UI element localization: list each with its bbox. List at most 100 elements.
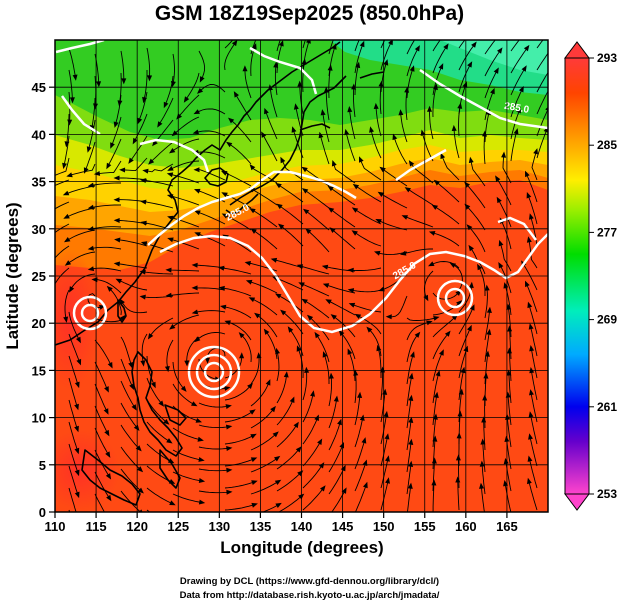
streamline-arrowhead	[137, 117, 143, 125]
streamline-arrowhead	[433, 316, 440, 321]
colorbar-tick-label: 253	[597, 487, 617, 501]
streamline-arrowhead	[167, 215, 174, 221]
streamline	[509, 328, 512, 360]
streamline	[458, 105, 461, 137]
streamline	[332, 315, 356, 338]
streamline	[504, 482, 512, 512]
streamline-arrowhead	[477, 263, 483, 271]
streamline	[172, 427, 202, 441]
streamline	[94, 471, 111, 500]
streamline	[406, 375, 413, 407]
streamline	[196, 233, 226, 247]
streamline	[406, 463, 412, 495]
streamline	[327, 300, 356, 316]
streamline	[240, 333, 252, 363]
streamline-arrowhead	[307, 314, 314, 321]
streamline	[432, 438, 436, 470]
streamline	[114, 94, 122, 126]
streamline	[328, 467, 345, 495]
streamline	[497, 199, 512, 228]
streamline-arrowhead	[250, 433, 257, 439]
streamline	[186, 336, 200, 364]
lat-lon-grid	[55, 40, 548, 512]
streamline	[224, 410, 254, 423]
streamline	[375, 105, 382, 137]
streamline-arrowhead	[549, 63, 554, 69]
colorbar-bottom-arrow	[564, 493, 590, 511]
streamline	[63, 135, 70, 167]
streamline-arrowhead	[440, 152, 446, 160]
streamline-arrowhead	[131, 404, 137, 411]
streamline	[381, 168, 408, 187]
streamline	[195, 130, 226, 137]
streamline-arrowhead	[50, 288, 55, 294]
streamline	[143, 201, 174, 209]
streamline-arrowhead	[369, 126, 374, 133]
streamline-arrowhead	[503, 457, 509, 465]
streamline-arrowhead	[401, 215, 408, 220]
streamline	[94, 493, 105, 512]
streamline	[117, 239, 148, 247]
streamline	[525, 173, 538, 203]
streamline	[224, 503, 256, 511]
streamline	[508, 350, 512, 382]
streamline	[68, 311, 80, 341]
colorbar-tick-label: 261	[597, 400, 617, 414]
streamline-arrowhead	[486, 306, 492, 313]
streamline-arrowhead	[507, 325, 513, 332]
streamline-arrowhead	[47, 174, 54, 179]
streamline-arrowhead	[74, 403, 79, 411]
streamline-arrowhead	[167, 458, 175, 464]
streamline	[499, 242, 512, 272]
streamline-arrowhead	[39, 189, 45, 194]
streamline	[400, 112, 408, 143]
streamline	[504, 284, 512, 316]
streamline-arrowhead	[506, 369, 512, 376]
streamline-arrowhead	[457, 102, 463, 109]
streamline-arrowhead	[528, 323, 534, 330]
streamline-arrowhead	[528, 411, 534, 418]
streamline	[510, 130, 518, 162]
streamline-arrowhead	[351, 230, 358, 236]
streamline	[146, 421, 171, 443]
streamline	[421, 132, 434, 162]
streamline	[432, 316, 457, 338]
streamline	[531, 150, 538, 181]
streamline-arrowhead	[249, 409, 256, 415]
streamline	[432, 394, 438, 426]
streamline-arrowhead	[432, 435, 438, 442]
streamline-arrowhead	[310, 17, 315, 24]
streamline	[379, 192, 408, 209]
streamline-arrowhead	[244, 261, 251, 266]
streamline	[354, 208, 382, 225]
streamline-arrowhead	[242, 23, 248, 29]
streamline	[169, 238, 200, 250]
streamline-arrowhead	[183, 96, 190, 103]
streamline	[171, 314, 200, 329]
streamline-arrowhead	[166, 172, 174, 178]
streamline-arrowhead	[106, 494, 112, 502]
streamline-arrowhead	[498, 239, 504, 247]
streamline-arrowhead	[455, 454, 461, 461]
streamline-arrowhead	[115, 278, 122, 284]
streamline-arrowhead	[428, 261, 435, 267]
streamline-arrowhead	[272, 431, 279, 438]
streamline-arrowhead	[433, 391, 439, 398]
streamline	[172, 471, 203, 482]
streamline-arrowhead	[359, 156, 364, 163]
streamline-arrowhead	[168, 479, 176, 484]
streamline	[158, 97, 174, 126]
streamline	[84, 141, 96, 172]
streamline-arrowhead	[273, 61, 279, 68]
streamline-arrowhead	[468, 156, 474, 164]
streamline	[68, 47, 76, 78]
streamline	[168, 269, 200, 272]
streamline	[172, 405, 200, 422]
streamline	[354, 462, 367, 492]
streamline-arrowhead	[226, 467, 233, 473]
streamline	[348, 351, 356, 382]
streamline-arrowhead	[444, 330, 451, 337]
streamline-arrowhead	[135, 445, 142, 452]
streamline-arrowhead	[484, 284, 490, 291]
streamline-arrowhead	[274, 479, 282, 485]
